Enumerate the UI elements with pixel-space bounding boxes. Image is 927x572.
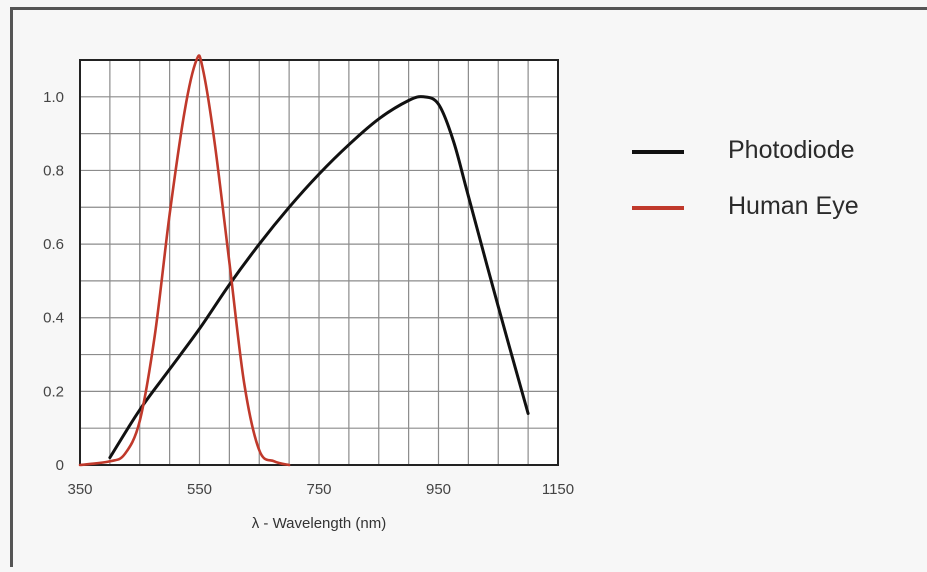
legend-swatch-photodiode: [632, 150, 684, 154]
y-tick-label: 0: [56, 457, 64, 474]
legend-swatch-human-eye: [632, 206, 684, 210]
plot-border: [79, 59, 559, 466]
series-line-photodiode: [108, 95, 530, 460]
legend-item-photodiode: Photodiode: [628, 132, 908, 188]
legend-label-human-eye: Human Eye: [728, 192, 859, 220]
y-tick-label: 1.0: [43, 89, 64, 106]
y-tick-label: 0.6: [43, 236, 64, 253]
x-tick-label: 950: [426, 481, 451, 498]
x-tick-label: 350: [67, 481, 92, 498]
x-tick-label: 1150: [542, 481, 574, 498]
y-tick-label: 0.4: [43, 310, 64, 327]
series-line-human-eye: [78, 54, 291, 467]
legend: Photodiode Human Eye: [628, 132, 908, 244]
outer-frame-top: [10, 7, 927, 10]
y-tick-label: 0.8: [43, 162, 64, 179]
x-tick-label: 750: [306, 481, 331, 498]
legend-label-photodiode: Photodiode: [728, 136, 855, 164]
outer-frame-left: [10, 7, 13, 567]
y-tick-label: 0.2: [43, 383, 64, 400]
x-tick-label: 550: [187, 481, 212, 498]
x-axis-label: λ - Wavelength (nm): [252, 515, 386, 532]
legend-item-human-eye: Human Eye: [628, 188, 908, 244]
